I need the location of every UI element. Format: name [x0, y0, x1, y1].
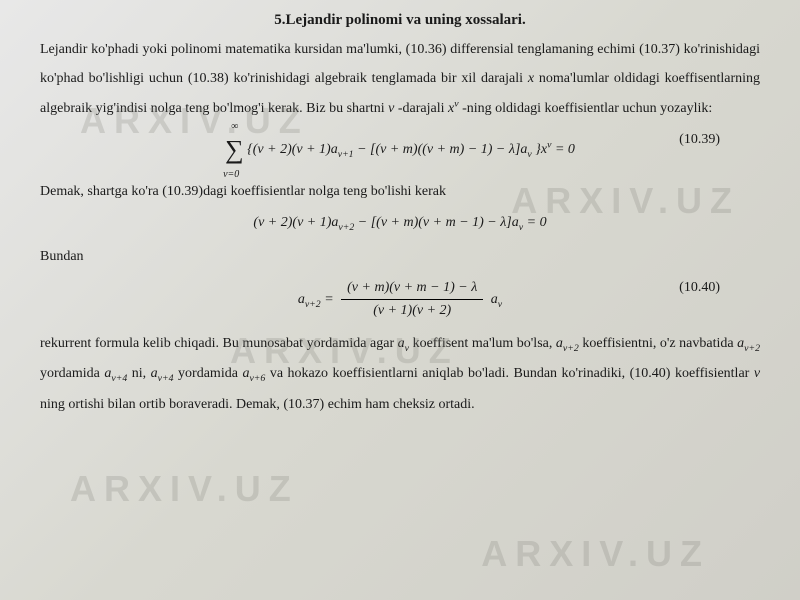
av2b: av+2	[737, 336, 760, 351]
sum-symbol: ∑ ∞ v=0	[225, 129, 244, 171]
sub: v	[527, 149, 531, 160]
var-v: v	[754, 366, 760, 381]
av2: av+2	[556, 336, 579, 351]
eq-part: }x	[535, 142, 547, 157]
sub: v	[519, 222, 523, 233]
numerator: (v + m)(v + m − 1) − λ	[341, 277, 483, 300]
eq-sign: =	[324, 292, 337, 307]
a: a	[398, 336, 405, 351]
fraction: (v + m)(v + m − 1) − λ (v + 1)(v + 2)	[341, 277, 483, 323]
paragraph-4: rekurrent formula kelib chiqadi. Bu muno…	[40, 329, 760, 419]
text: rekurrent formula kelib chiqadi. Bu muno…	[40, 336, 394, 351]
text: -darajali	[398, 101, 445, 116]
lhs: a	[298, 292, 305, 307]
equation-3: av+2 = (v + m)(v + m − 1) − λ (v + 1)(v …	[40, 277, 760, 323]
watermark: ARXIV.UZ	[70, 468, 299, 510]
sub: v+4	[111, 373, 127, 384]
denominator: (v + 1)(v + 2)	[341, 300, 483, 322]
paragraph-2: Demak, shartga ko'ra (10.39)dagi koeffis…	[40, 177, 760, 206]
a: a	[151, 366, 158, 381]
eq-number: (10.40)	[679, 277, 720, 299]
eq-part: − [(v + m)(v + m − 1) − λ]a	[358, 215, 519, 230]
var-x: x	[528, 71, 534, 86]
text: -ning oldidagi koeffisientlar uchun yoza…	[462, 101, 712, 116]
sub: v+2	[744, 343, 760, 354]
sub: v+2	[563, 343, 579, 354]
eq-number: (10.39)	[679, 129, 720, 151]
av4b: av+4	[151, 366, 174, 381]
sub: v+6	[249, 373, 265, 384]
eq-part: {(v + 2)(v + 1)a	[247, 142, 338, 157]
text: koeffisent ma'lum bo'lsa,	[413, 336, 553, 351]
a: a	[556, 336, 563, 351]
watermark: ARXIV.UZ	[481, 533, 710, 575]
sub: v+4	[158, 373, 174, 384]
eq-part: (v + 2)(v + 1)a	[253, 215, 338, 230]
eq-part: = 0	[555, 142, 575, 157]
text: yordamida	[178, 366, 238, 381]
page-title: 5.Lejandir polinomi va uning xossalari.	[40, 12, 760, 29]
sub: v	[498, 299, 502, 310]
equation-2: (v + 2)(v + 1)av+2 − [(v + m)(v + m − 1)…	[40, 212, 760, 235]
text: ning ortishi bilan ortib boraveradi. Dem…	[40, 397, 475, 412]
sub: v+2	[305, 299, 321, 310]
text: va hokazo koeffisientlarni aniqlab bo'la…	[270, 366, 750, 381]
var-xv: xv	[448, 101, 459, 116]
sub: v	[405, 343, 409, 354]
av: av	[398, 336, 409, 351]
sub: v+1	[338, 149, 354, 160]
sup-v: v	[454, 98, 458, 109]
sub: v+2	[338, 222, 354, 233]
eq-part: = 0	[527, 215, 547, 230]
paragraph-1: Lejandir ko'phadi yoki polinomi matemati…	[40, 35, 760, 123]
text: yordamida	[40, 366, 100, 381]
sup: v	[547, 140, 551, 151]
text: koeffisientni, o'z navbatida	[582, 336, 733, 351]
var-v: v	[388, 101, 394, 116]
paragraph-3: Bundan	[40, 242, 760, 271]
sum-top: ∞	[231, 119, 238, 135]
equation-1: ∑ ∞ v=0 {(v + 2)(v + 1)av+1 − [(v + m)((…	[40, 129, 760, 171]
text: ni,	[132, 366, 146, 381]
sum-bot: v=0	[223, 167, 239, 183]
av6: av+6	[242, 366, 265, 381]
av4: av+4	[104, 366, 127, 381]
eq-part: − [(v + m)((v + m) − 1) − λ]a	[357, 142, 527, 157]
rhs: a	[491, 292, 498, 307]
